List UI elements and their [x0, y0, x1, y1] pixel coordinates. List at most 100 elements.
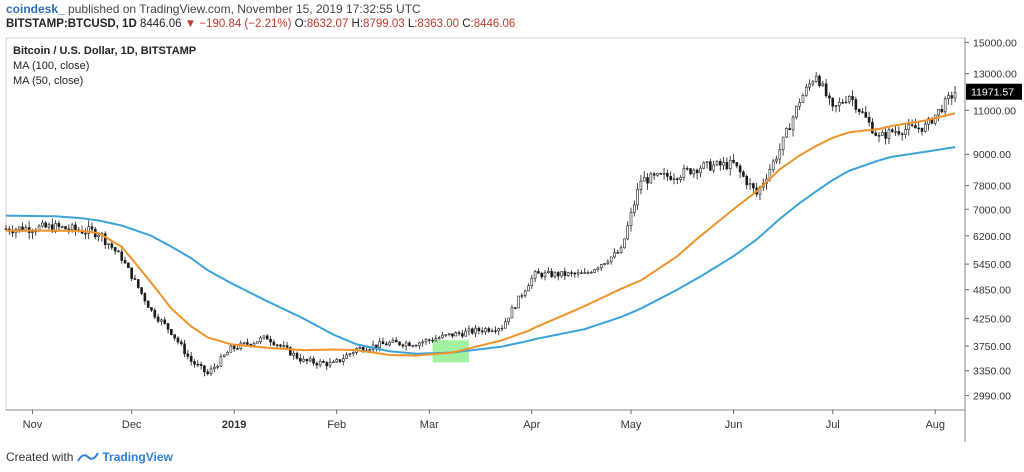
- candle-body: [107, 243, 110, 245]
- candle: [123, 256, 127, 265]
- candle-body: [318, 360, 322, 366]
- candle: [814, 71, 818, 83]
- candle: [864, 106, 868, 118]
- candle-body: [259, 337, 262, 342]
- candle-body: [31, 231, 34, 233]
- candle-body: [87, 226, 90, 234]
- candle: [226, 350, 229, 356]
- candle-body: [136, 279, 140, 288]
- candle-body: [57, 223, 61, 227]
- candle-body: [84, 232, 87, 235]
- candle-body: [246, 342, 249, 345]
- y-tick-label: 9000.00: [973, 149, 1011, 161]
- candle-body: [619, 247, 623, 253]
- candle: [715, 160, 719, 167]
- candle-body: [613, 252, 616, 258]
- candle-body: [943, 98, 947, 113]
- candle-body: [871, 121, 874, 134]
- candle: [778, 143, 782, 165]
- candle: [302, 355, 305, 363]
- candle: [461, 329, 464, 339]
- candle-body: [715, 161, 719, 166]
- candle-body: [408, 342, 411, 347]
- candle: [127, 262, 130, 269]
- candle-body: [441, 334, 444, 339]
- candle: [345, 352, 348, 360]
- candle-body: [752, 183, 755, 189]
- candle-body: [689, 168, 692, 175]
- candle-body: [213, 366, 216, 370]
- price-chart[interactable]: 15000.00 13000.00 11000.00 9000.00 7800.00 70…: [0, 34, 1024, 442]
- candle: [133, 274, 137, 281]
- candle-body: [153, 309, 157, 318]
- candle: [566, 271, 570, 278]
- open-value: 8632.07: [306, 18, 349, 30]
- candle: [824, 78, 828, 98]
- candle-body: [424, 339, 428, 343]
- price-change: −190.84 (−2.21%): [199, 18, 292, 30]
- candle-body: [242, 342, 246, 344]
- candle: [265, 334, 269, 340]
- tradingview-logo[interactable]: TradingView: [77, 450, 173, 464]
- candle: [771, 159, 775, 173]
- last-price-tag-bg: [966, 83, 1022, 100]
- candle: [259, 335, 262, 345]
- candle-body: [203, 365, 206, 373]
- candle-body: [748, 183, 752, 186]
- moving-average-lines: [5, 112, 956, 357]
- candle-body: [427, 339, 431, 341]
- candle-body: [325, 362, 329, 367]
- candle-body: [904, 129, 907, 135]
- candle-body: [854, 99, 858, 110]
- candle: [394, 336, 398, 343]
- candle: [890, 128, 894, 134]
- candle: [527, 283, 530, 292]
- candle-body: [623, 238, 626, 249]
- x-tick-label: 2019: [222, 419, 246, 431]
- candle: [510, 304, 514, 319]
- candle: [821, 80, 825, 87]
- candle-body: [252, 342, 256, 346]
- candle: [401, 343, 405, 349]
- candle-body: [778, 149, 782, 160]
- candle-body: [97, 234, 100, 238]
- candle-body: [616, 252, 620, 254]
- candle: [315, 361, 319, 369]
- candle: [742, 169, 745, 178]
- candle-body: [831, 97, 835, 107]
- legend-ma100[interactable]: MA (100, close): [13, 60, 90, 72]
- candle-body: [193, 361, 196, 365]
- candle-body: [414, 345, 418, 347]
- candle-body: [17, 226, 21, 230]
- candle-body: [682, 168, 686, 178]
- candle-body: [308, 358, 312, 362]
- candle-body: [315, 362, 319, 366]
- candle: [563, 267, 567, 281]
- candle: [672, 173, 676, 185]
- candle: [649, 172, 653, 184]
- candle-body: [378, 341, 381, 348]
- candle-body: [917, 127, 920, 130]
- candle-body: [596, 267, 600, 270]
- candle-body: [576, 272, 580, 275]
- candle: [937, 108, 940, 122]
- legend-ma50[interactable]: MA (50, close): [13, 75, 84, 87]
- candle-body: [196, 363, 200, 366]
- candle-body: [649, 173, 653, 184]
- candle-body: [143, 293, 147, 302]
- candle: [318, 358, 322, 368]
- candle-body: [467, 328, 471, 332]
- candle-body: [411, 345, 415, 347]
- ma50-line: [6, 112, 956, 357]
- author-name[interactable]: coindesk_: [6, 2, 65, 16]
- candle-body: [398, 341, 401, 346]
- candle: [312, 356, 315, 366]
- candle-body: [510, 307, 514, 319]
- candle: [652, 171, 656, 180]
- candle: [943, 96, 947, 117]
- y-tick-label: 15000.00: [973, 37, 1017, 49]
- candle: [342, 354, 345, 366]
- candle: [599, 264, 603, 272]
- plot-area: [5, 37, 966, 411]
- candle: [494, 326, 497, 334]
